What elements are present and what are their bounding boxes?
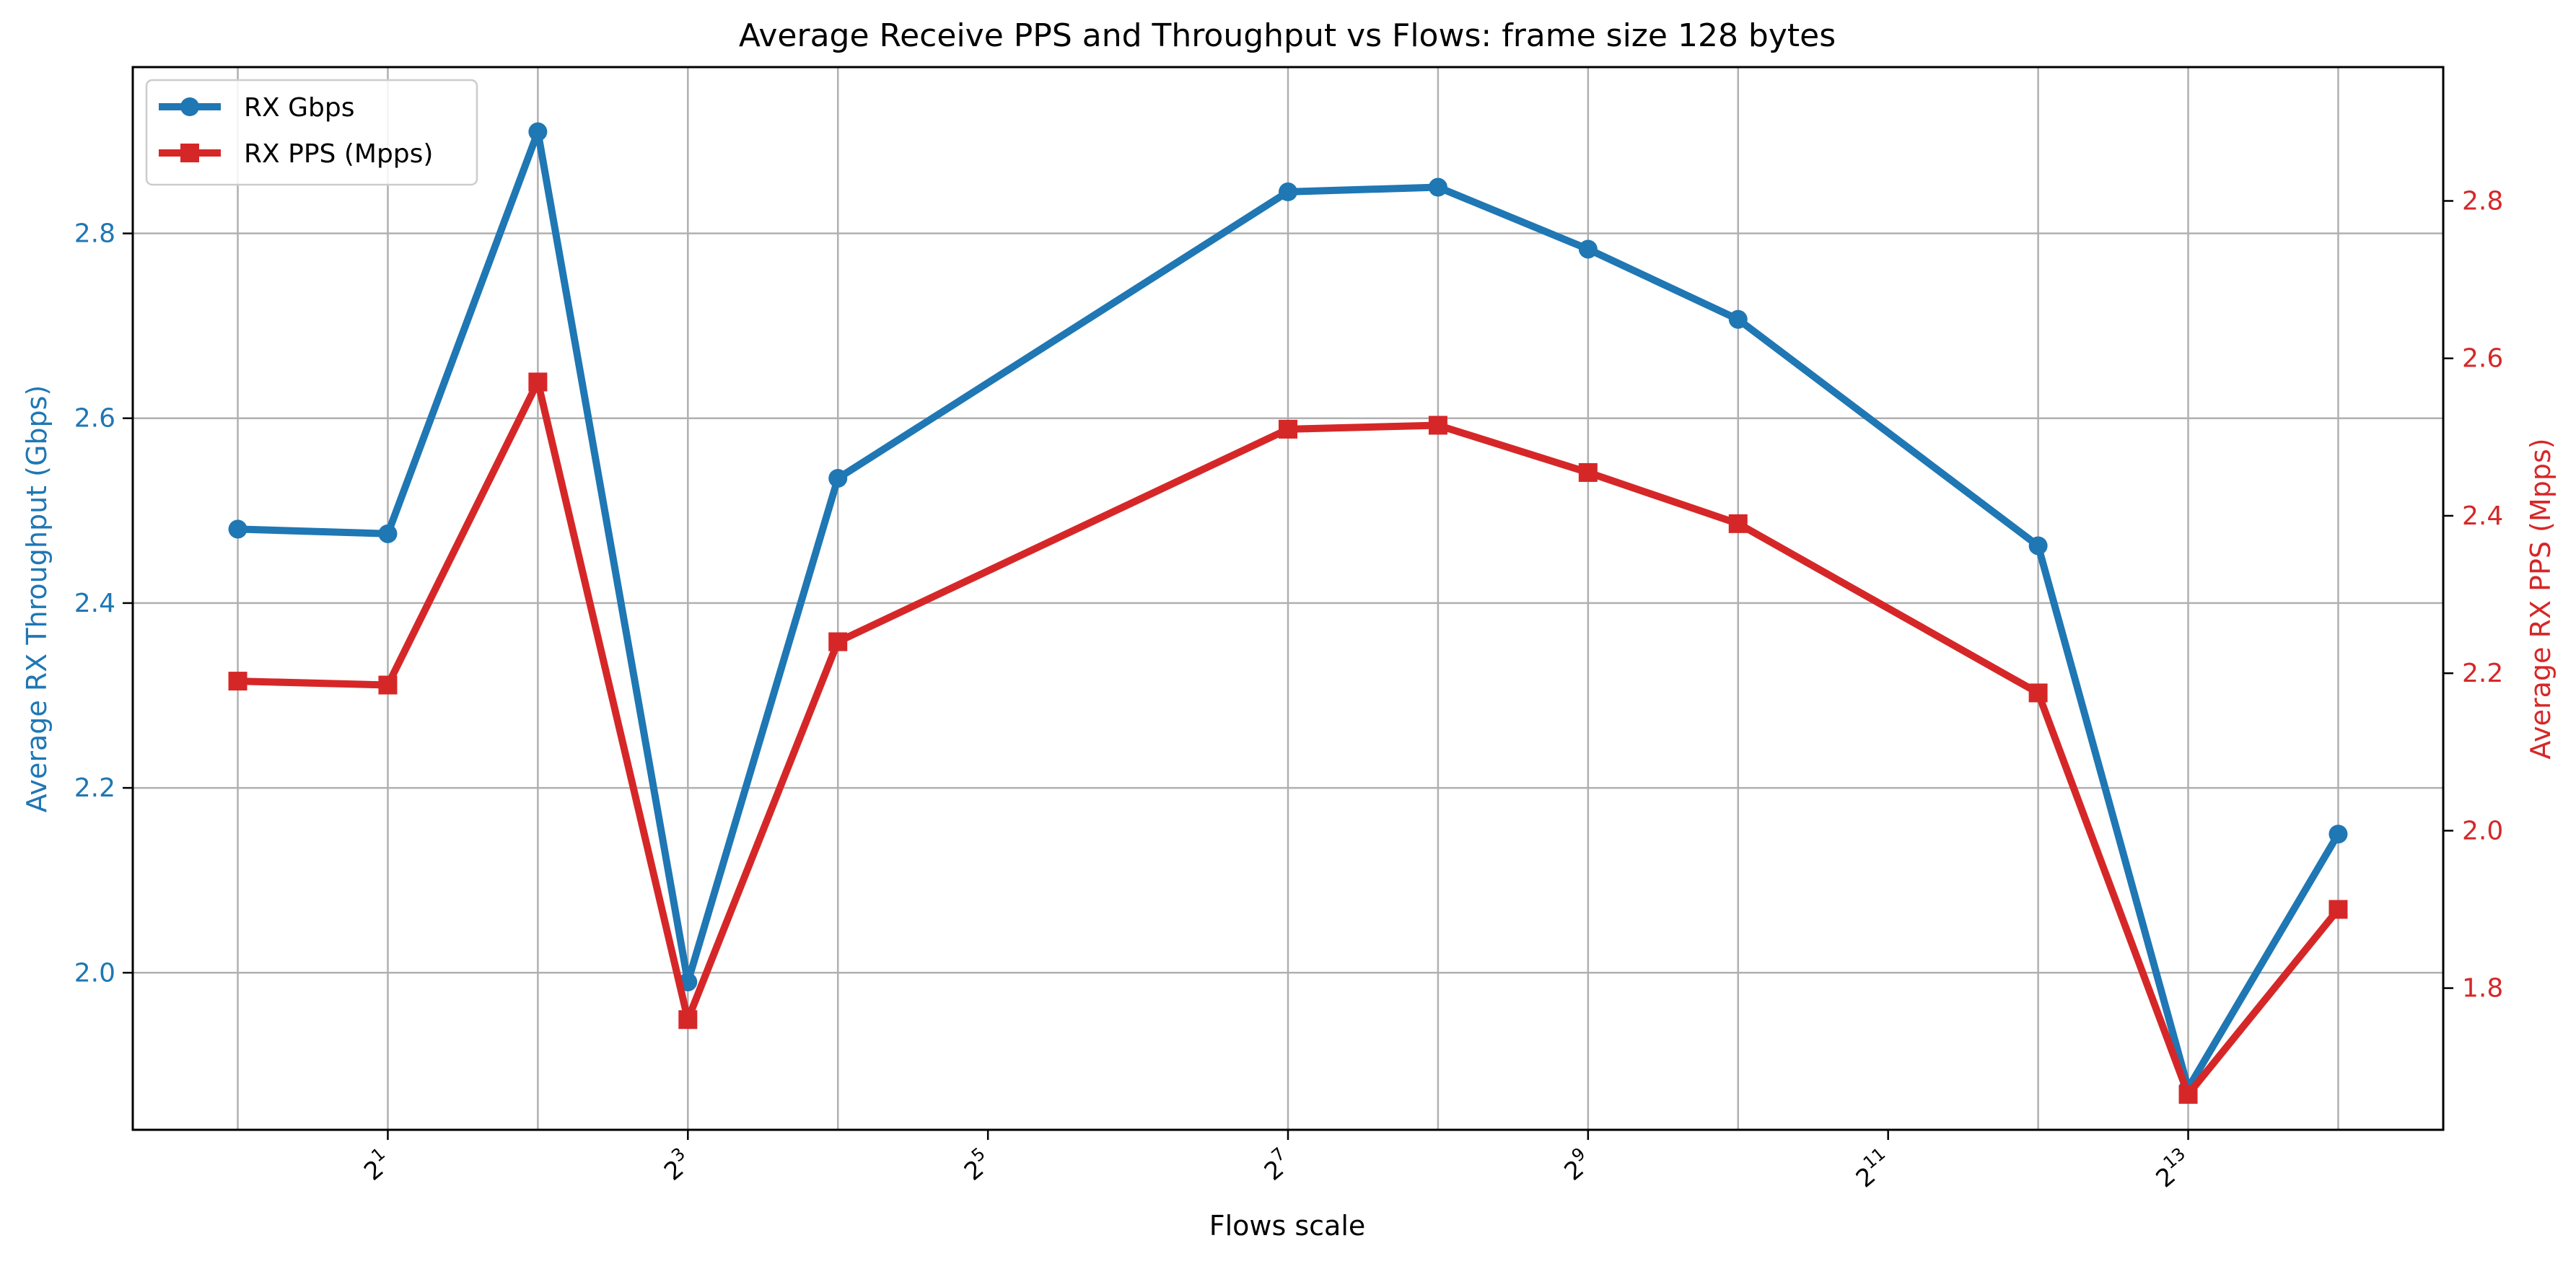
- data-point: [1728, 514, 1748, 533]
- legend: RX Gbps RX PPS (Mpps): [145, 79, 478, 186]
- chart-title: Average Receive PPS and Throughput vs Fl…: [739, 17, 1836, 54]
- data-point: [2329, 900, 2348, 919]
- y-left-tick-label: 2.0: [74, 958, 115, 988]
- y-right-tick-label: 2.6: [2462, 344, 2503, 374]
- data-point: [1428, 416, 1447, 435]
- y-right-tick-label: 2.0: [2462, 816, 2503, 846]
- y-axis-right-label: Average RX PPS (Mpps): [2525, 438, 2557, 759]
- y-left-tick-label: 2.8: [74, 219, 115, 249]
- legend-label: RX PPS (Mpps): [244, 139, 433, 169]
- legend-box: [145, 79, 478, 186]
- legend-marker: [180, 97, 199, 116]
- data-point: [378, 675, 398, 695]
- y-right-tick-label: 1.8: [2462, 974, 2503, 1004]
- y-axis-left-label: Average RX Throughput (Gbps): [21, 385, 53, 813]
- series-line: [234, 378, 2342, 1098]
- data-point: [2178, 1084, 2198, 1104]
- y-right-tick-label: 2.4: [2462, 501, 2503, 531]
- data-point: [2028, 536, 2048, 556]
- plot-series: [228, 122, 2348, 1104]
- data-point: [228, 672, 247, 691]
- series-line: [234, 128, 2342, 1092]
- data-point: [828, 632, 848, 651]
- y-left-tick-label: 2.4: [74, 589, 115, 618]
- data-point: [1279, 419, 1297, 439]
- y-right-tick-label: 2.2: [2462, 659, 2503, 688]
- y-left-tick-label: 2.6: [74, 404, 115, 434]
- data-point: [378, 524, 398, 543]
- data-point: [1428, 177, 1447, 197]
- data-point: [228, 519, 247, 539]
- data-point: [1279, 182, 1297, 201]
- data-point: [1578, 462, 1598, 482]
- data-point: [2329, 825, 2348, 844]
- y-right-tick-label: 2.8: [2462, 186, 2503, 216]
- legend-marker: [180, 144, 199, 162]
- data-point: [1728, 310, 1748, 329]
- y-left-tick-label: 2.2: [74, 773, 115, 803]
- data-point: [678, 1010, 698, 1030]
- data-point: [528, 122, 548, 141]
- data-point: [528, 372, 548, 392]
- x-axis-label: Flows scale: [1209, 1210, 1366, 1242]
- data-point: [828, 468, 848, 488]
- data-point: [2028, 683, 2048, 703]
- data-point: [1578, 240, 1598, 259]
- legend-label: RX Gbps: [244, 93, 354, 123]
